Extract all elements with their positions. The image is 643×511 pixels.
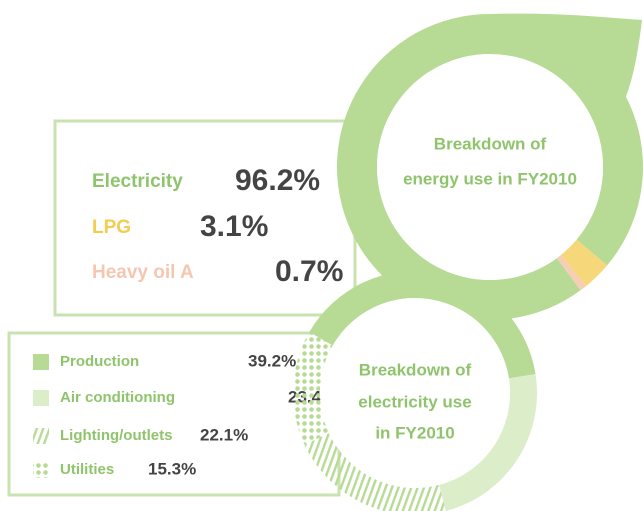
donut-segment <box>560 239 608 287</box>
legend-value: 15.3% <box>148 459 196 478</box>
legend-label: Air conditioning <box>60 389 175 406</box>
legend-value: 96.2% <box>235 164 320 197</box>
donut-segment <box>556 255 586 291</box>
donut-title: in FY2010 <box>375 423 454 442</box>
donut-segment <box>309 271 536 379</box>
legend-label: Heavy oil A <box>92 262 194 283</box>
donut-title: electricity use <box>358 392 471 411</box>
legend-swatch <box>33 354 49 370</box>
legend-label: Lighting/outlets <box>60 427 172 444</box>
donut-segment <box>293 332 333 445</box>
legend-label: Utilities <box>60 461 114 478</box>
donut-hole <box>320 298 510 488</box>
legend-label: LPG <box>92 217 131 238</box>
donut-hole <box>377 54 603 280</box>
legend-value: 3.1% <box>200 210 268 243</box>
donut-title: Breakdown of <box>359 360 472 379</box>
donut-title: Breakdown of <box>434 134 547 153</box>
legend-swatch <box>33 462 49 478</box>
legend-label: Production <box>60 353 139 370</box>
legend-swatch <box>33 428 49 444</box>
legend-swatch <box>33 390 49 406</box>
donut-segment <box>304 433 446 511</box>
legend-label: Electricity <box>92 171 183 192</box>
legend-value: 0.7% <box>275 255 343 288</box>
donut-segment <box>439 374 537 511</box>
legend-value: 22.1% <box>200 425 248 444</box>
legend-value: 39.2% <box>248 351 296 370</box>
donut-title: energy use in FY2010 <box>403 169 577 188</box>
